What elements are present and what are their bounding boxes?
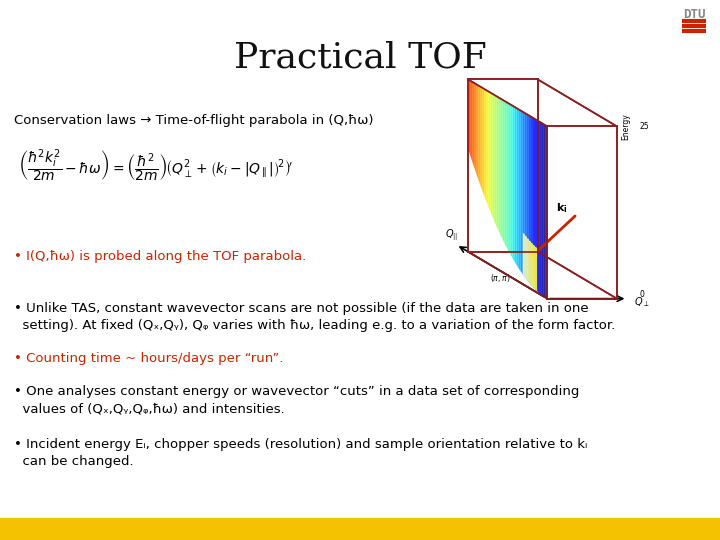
Polygon shape bbox=[495, 95, 496, 226]
Polygon shape bbox=[492, 94, 495, 221]
Polygon shape bbox=[523, 233, 525, 277]
Polygon shape bbox=[500, 99, 503, 239]
Polygon shape bbox=[472, 82, 474, 167]
Polygon shape bbox=[543, 124, 545, 298]
Polygon shape bbox=[507, 102, 508, 251]
Polygon shape bbox=[535, 119, 537, 291]
Polygon shape bbox=[515, 107, 517, 265]
Polygon shape bbox=[527, 114, 529, 282]
Polygon shape bbox=[480, 86, 482, 191]
Text: • I(Q,ħω) is probed along the TOF parabola.: • I(Q,ħω) is probed along the TOF parabo… bbox=[14, 250, 306, 263]
Polygon shape bbox=[535, 247, 537, 291]
Text: • Incident energy Eᵢ, chopper speeds (resolution) and sample orientation relativ: • Incident energy Eᵢ, chopper speeds (re… bbox=[14, 438, 588, 468]
Text: $Q_\perp$: $Q_\perp$ bbox=[634, 295, 649, 309]
Polygon shape bbox=[537, 120, 539, 293]
Text: DTU: DTU bbox=[683, 8, 706, 21]
Polygon shape bbox=[527, 238, 529, 282]
Polygon shape bbox=[486, 90, 488, 206]
Polygon shape bbox=[468, 79, 470, 155]
Text: Practical TOF: Practical TOF bbox=[233, 40, 487, 74]
Text: • One analyses constant energy or wavevector “cuts” in a data set of correspondi: • One analyses constant energy or waveve… bbox=[14, 385, 580, 415]
Polygon shape bbox=[496, 96, 498, 231]
Polygon shape bbox=[490, 93, 492, 217]
Polygon shape bbox=[508, 104, 510, 255]
Polygon shape bbox=[529, 116, 531, 285]
Polygon shape bbox=[517, 109, 519, 268]
Text: 0: 0 bbox=[639, 290, 644, 299]
Polygon shape bbox=[525, 235, 527, 280]
Polygon shape bbox=[519, 110, 521, 272]
Text: $(\pi,\pi)$: $(\pi,\pi)$ bbox=[490, 272, 510, 284]
Polygon shape bbox=[541, 123, 543, 296]
Polygon shape bbox=[503, 100, 505, 244]
Polygon shape bbox=[539, 122, 541, 294]
Text: • Counting time ~ hours/days per “run”.: • Counting time ~ hours/days per “run”. bbox=[14, 352, 284, 365]
Text: $Q_{||}$: $Q_{||}$ bbox=[445, 227, 458, 242]
Polygon shape bbox=[478, 85, 480, 185]
Text: • Unlike TAS, constant wavevector scans are not possible (if the data are taken : • Unlike TAS, constant wavevector scans … bbox=[14, 302, 616, 332]
Text: $\mathbf{k_i}$: $\mathbf{k_i}$ bbox=[556, 201, 567, 215]
Polygon shape bbox=[505, 101, 507, 247]
Polygon shape bbox=[510, 105, 513, 259]
Text: Energy: Energy bbox=[621, 113, 631, 140]
Polygon shape bbox=[521, 111, 523, 274]
Polygon shape bbox=[533, 245, 535, 289]
Polygon shape bbox=[488, 91, 490, 212]
Text: Conservation laws → Time-of-flight parabola in (Q,ħω): Conservation laws → Time-of-flight parab… bbox=[14, 114, 374, 127]
Polygon shape bbox=[485, 89, 486, 201]
Polygon shape bbox=[529, 240, 531, 285]
Polygon shape bbox=[476, 84, 478, 179]
Polygon shape bbox=[470, 80, 472, 161]
Polygon shape bbox=[474, 83, 476, 173]
Bar bbox=[0, 518, 720, 540]
Polygon shape bbox=[525, 113, 527, 280]
Polygon shape bbox=[523, 112, 525, 277]
Polygon shape bbox=[531, 117, 533, 287]
Polygon shape bbox=[482, 88, 485, 196]
Polygon shape bbox=[498, 97, 500, 235]
Polygon shape bbox=[533, 118, 535, 289]
Polygon shape bbox=[531, 242, 533, 287]
Text: $\left(\dfrac{\hbar^2 k_i^2}{2m} - \hbar\omega\right) = \left(\dfrac{\hbar^2}{2m: $\left(\dfrac{\hbar^2 k_i^2}{2m} - \hbar… bbox=[18, 147, 294, 184]
Polygon shape bbox=[513, 106, 515, 262]
Text: 25: 25 bbox=[639, 123, 649, 132]
Polygon shape bbox=[545, 125, 547, 299]
